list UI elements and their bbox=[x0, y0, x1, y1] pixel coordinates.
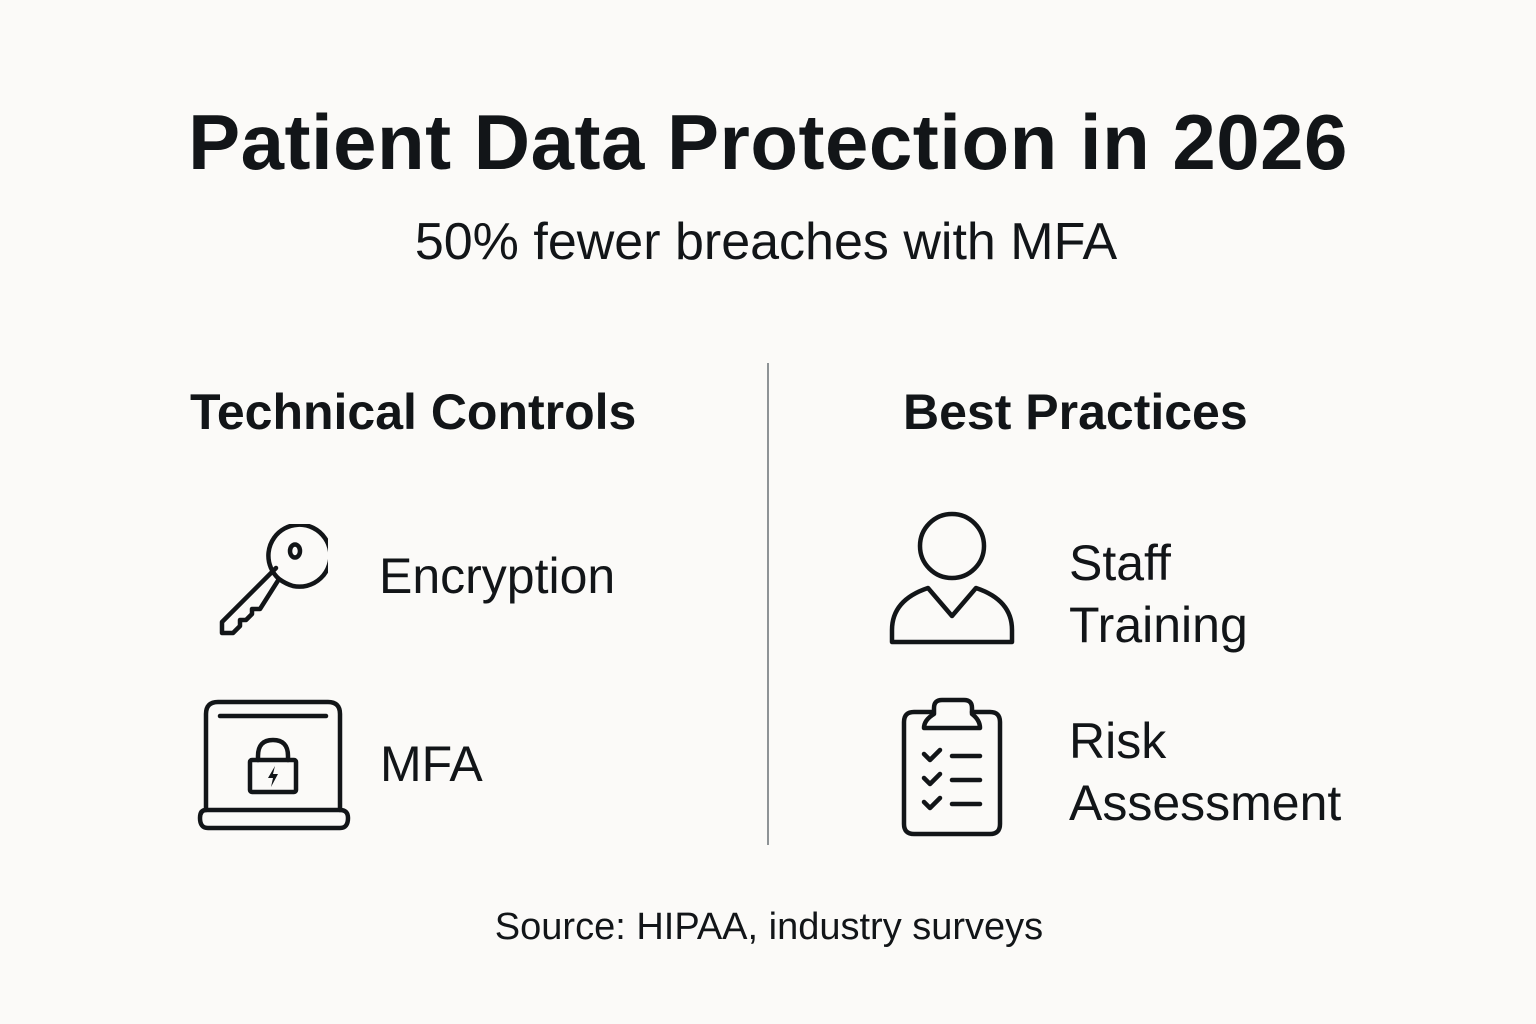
item-label-line: Training bbox=[1069, 597, 1248, 653]
item-label-risk-assessment: Risk Assessment bbox=[1069, 710, 1341, 834]
item-label-staff-training: Staff Training bbox=[1069, 532, 1248, 656]
key-icon bbox=[216, 524, 328, 638]
item-label-line: Staff bbox=[1069, 535, 1171, 591]
item-label-mfa: MFA bbox=[380, 736, 483, 792]
person-icon bbox=[886, 508, 1018, 648]
clipboard-checklist-icon bbox=[900, 694, 1004, 838]
column-divider bbox=[767, 363, 769, 845]
page-subtitle: 50% fewer breaches with MFA bbox=[414, 213, 1118, 271]
laptop-lock-icon bbox=[196, 698, 352, 834]
item-label-encryption: Encryption bbox=[379, 548, 616, 604]
item-label-line: Risk bbox=[1069, 713, 1167, 769]
item-label-line: Assessment bbox=[1069, 775, 1342, 831]
section-heading-best-practices: Best Practices bbox=[903, 384, 1248, 440]
section-heading-technical-controls: Technical Controls bbox=[190, 384, 637, 440]
page-title: Patient Data Protection in 2026 bbox=[188, 98, 1348, 186]
source-citation: Source: HIPAA, industry surveys bbox=[494, 906, 1044, 948]
